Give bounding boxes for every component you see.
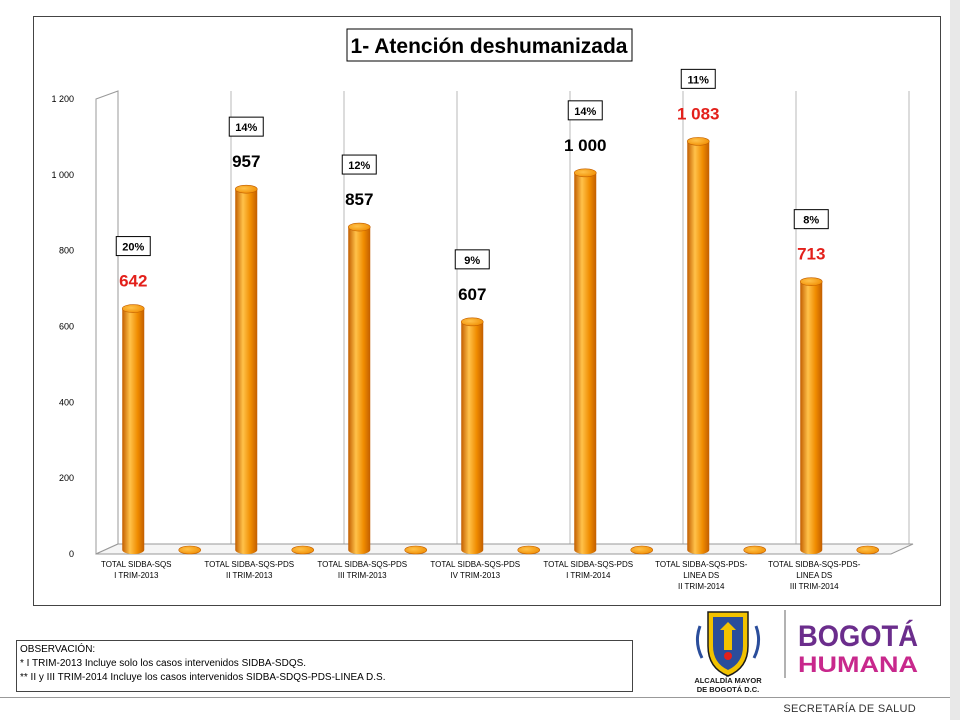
bogota-humana-logo: BOGOTÁ HUMANA [798,619,918,677]
floor-plane [95,543,914,555]
percent-box-8 [567,100,603,121]
percent-label-8: 14% [574,106,596,118]
bar-9 [630,545,654,555]
percent-box-4 [341,154,377,175]
bar-cap-0 [121,304,145,313]
percent-label-10: 11% [688,74,710,86]
alcaldia-line-2: DE BOGOTÁ D.C. [697,685,760,694]
chart-title-frame [346,28,633,62]
y-tick-label-1: 200 [59,473,74,483]
alcaldia-shield-logo: ALCALDÍA MAYOR DE BOGOTÁ D.C. [694,611,762,694]
value-label-6: 607 [458,285,486,304]
percent-label-4: 12% [348,160,370,172]
value-label-0: 642 [119,272,147,291]
observations-title: OBSERVACIÓN: [20,644,96,655]
bars [121,137,880,555]
percent-box-10 [680,68,716,89]
alcaldia-line-1: ALCALDÍA MAYOR [694,676,762,685]
chart-floor [95,90,914,555]
bar-8 [574,172,597,555]
bar-4 [348,227,371,554]
observations-line-1: * I TRIM-2013 Incluye solo los casos int… [20,658,307,669]
observations-line-2: ** II y III TRIM-2014 Incluye los casos … [20,672,386,683]
y-tick-label-3: 600 [59,322,74,332]
bar-5 [404,545,428,555]
left-wall [95,90,119,555]
percent-box-2 [228,116,264,137]
logos-svg: ALCALDÍA MAYOR DE BOGOTÁ D.C. BOGOTÁ HUM… [694,610,918,694]
logo-area: ALCALDÍA MAYOR DE BOGOTÁ D.C. BOGOTÁ HUM… [680,606,940,694]
chart-frame: 0 200 400 600 800 1 000 1 200 TOTAL SIDBA-SQS I… [33,16,941,606]
bar-11 [743,545,767,555]
value-label-8: 1 000 [564,136,607,155]
bar-7 [517,545,541,555]
y-tick-label-5: 1 000 [51,170,74,180]
x-tick-label-12-0: TOTAL SIDBA-SQS-PDS- [768,560,861,569]
grid-layer [95,91,910,555]
observations-box: OBSERVACIÓN: * I TRIM-2013 Incluye solo … [16,640,633,692]
bar-1 [178,545,202,555]
bar-0 [122,308,145,554]
y-tick-label-4: 800 [59,246,74,256]
bar-2 [235,189,258,554]
percent-label-12: 8% [803,215,819,227]
data-labels: 642 20% 957 14% 857 12% 607 9% 1 000 14% 1 083 11% 7… [115,68,829,304]
bar-cap-4 [347,222,371,232]
x-tick-label-12-2: III TRIM-2014 [790,582,839,591]
bar-cap-2 [234,184,258,194]
percent-box-12 [793,209,829,230]
percent-label-0: 20% [122,242,144,254]
bar-6 [461,321,484,554]
chart-title-box: 1- Atención deshumanizada [346,28,633,62]
value-label-10: 1 083 [677,104,720,123]
bar-cap-10 [686,137,710,146]
bar-12 [800,281,823,554]
bar-10 [687,141,710,555]
x-tick-label-10-2: II TRIM-2014 [678,582,725,591]
y-tick-label-0: 0 [69,549,74,559]
footer-text: SECRETARÍA DE SALUD [783,703,916,715]
x-tick-label-8-1: I TRIM-2014 [566,571,611,580]
x-tick-label-6-0: TOTAL SIDBA-SQS-PDS [430,560,520,569]
y-tick-label-6: 1 200 [51,94,74,104]
percent-label-2: 14% [235,122,257,134]
bar-cap-8 [573,168,597,178]
x-tick-label-0-0: TOTAL SIDBA-SQS [101,560,172,569]
humana-wordmark: HUMANA [798,652,918,677]
bogota-wordmark: BOGOTÁ [798,619,918,653]
y-axis: 0 200 400 600 800 1 000 1 200 [51,94,74,559]
footer-divider [0,697,950,698]
x-tick-label-6-1: IV TRIM-2013 [450,571,500,580]
x-tick-label-10-0: TOTAL SIDBA-SQS-PDS- [655,560,748,569]
y-tick-label-2: 400 [59,397,74,407]
bar-3 [291,545,315,555]
value-label-2: 957 [232,152,260,171]
percent-box-6 [454,249,490,270]
chart-title: 1- Atención deshumanizada [351,35,628,58]
percent-box-0 [115,236,151,257]
x-tick-label-10-1: LINEA DS [683,571,719,580]
x-tick-label-2-1: II TRIM-2013 [226,571,273,580]
bar-cap-12 [799,277,823,286]
x-tick-label-4-0: TOTAL SIDBA-SQS-PDS [317,560,407,569]
percent-label-6: 9% [464,255,480,267]
x-tick-label-8-0: TOTAL SIDBA-SQS-PDS [543,560,633,569]
x-tick-label-4-1: III TRIM-2013 [338,571,387,580]
x-tick-label-2-0: TOTAL SIDBA-SQS-PDS [204,560,294,569]
value-label-4: 857 [345,190,373,209]
x-tick-label-0-1: I TRIM-2013 [114,571,159,580]
bar-cap-6 [460,317,484,327]
bar-13 [856,545,880,555]
x-tick-label-12-1: LINEA DS [796,571,832,580]
x-axis: TOTAL SIDBA-SQS I TRIM-2013 TOTAL SIDBA-SQ… [101,560,861,591]
value-label-12: 713 [797,245,825,264]
right-edge-strip [950,0,960,720]
chart-svg: 0 200 400 600 800 1 000 1 200 TOTAL SIDBA-SQS I… [51,28,914,591]
